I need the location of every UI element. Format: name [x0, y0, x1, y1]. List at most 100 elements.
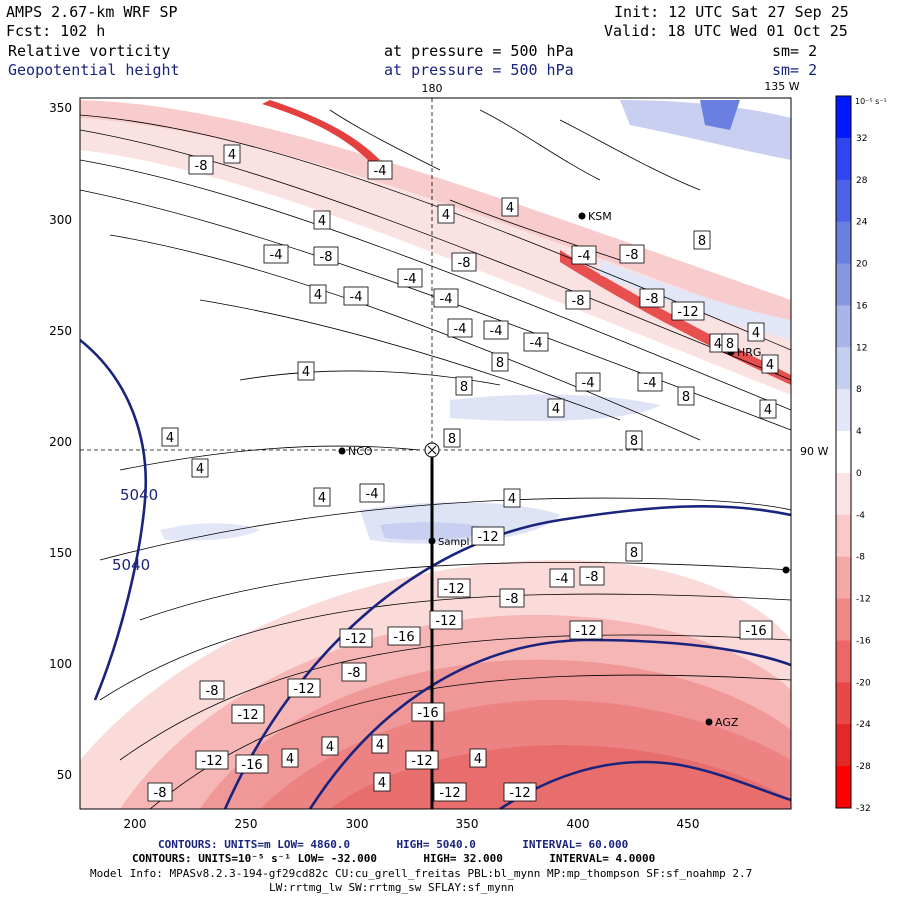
vorticity-label-text: -16	[241, 758, 262, 773]
vorticity-label-text: -12	[509, 786, 530, 801]
vorticity-label-text: -12	[477, 530, 498, 545]
station-nco-label: NCO	[348, 445, 373, 458]
vorticity-label: 8	[677, 386, 695, 406]
model-info-2: LW:rrtmg_lw SW:rrtmg_sw SFLAY:sf_mynn	[269, 881, 515, 894]
y-tick-250: 250	[49, 324, 72, 338]
field1-level: at pressure = 500 hPa	[384, 42, 574, 60]
vorticity-label: -4	[549, 568, 575, 588]
lon-label-180: 180	[422, 82, 443, 95]
vorticity-label-text: -4	[270, 248, 283, 263]
vorticity-label-text: -16	[417, 706, 438, 721]
colorbar-segment	[836, 598, 851, 641]
vorticity-label: -4	[433, 288, 459, 308]
vorticity-label: 4	[321, 736, 339, 756]
vorticity-label-text: -4	[490, 324, 503, 339]
vorticity-label-text: -12	[439, 786, 460, 801]
vorticity-label-text: -12	[345, 632, 366, 647]
y-tick-50: 50	[57, 768, 72, 782]
contours1-high: 5040.0	[436, 838, 476, 851]
vorticity-label-text: -4	[644, 376, 657, 391]
vorticity-label-text: 4	[302, 365, 310, 380]
colorbar-segment	[836, 472, 851, 516]
contours2-lead: CONTOURS: UNITS=10⁻⁵ s⁻¹ LOW=	[132, 852, 325, 865]
y-tick-350: 350	[49, 101, 72, 115]
contours1-high-label: HIGH=	[396, 838, 430, 851]
vorticity-label: 8	[491, 352, 509, 372]
model-info: Model Info: MPASv8.2.3-194-gf29cd82c CU:…	[90, 867, 753, 880]
vorticity-label: 8	[693, 230, 711, 250]
station-sampl-marker	[428, 537, 436, 545]
colorbar-label: 24	[856, 218, 868, 228]
colorbar-label: -28	[856, 762, 871, 772]
vorticity-label-text: 4	[508, 492, 516, 507]
vorticity-label: -12	[569, 620, 603, 640]
vorticity-label-text: -12	[435, 614, 456, 629]
vorticity-label-text: 4	[196, 462, 204, 477]
vorticity-label-text: 4	[714, 337, 722, 352]
vorticity-label-text: 4	[318, 491, 326, 506]
vorticity-label: -4	[523, 332, 549, 352]
vorticity-label: -8	[313, 246, 339, 266]
vorticity-label: -12	[231, 704, 265, 724]
vorticity-label: -8	[147, 782, 173, 802]
colorbar-segment	[836, 766, 851, 809]
vorticity-label-text: -8	[646, 292, 659, 307]
x-tick-200: 200	[124, 817, 147, 831]
field1-smoothing: sm= 2	[772, 42, 818, 60]
x-tick-250: 250	[235, 817, 258, 831]
vorticity-label-text: 4	[378, 776, 386, 791]
vorticity-label: -4	[575, 372, 601, 392]
vorticity-label-text: 8	[496, 356, 504, 371]
vorticity-label: 8	[625, 430, 643, 450]
station-agz-label: AGZ	[715, 716, 739, 729]
vorticity-label-text: -4	[530, 336, 543, 351]
vorticity-label-text: -8	[154, 786, 167, 801]
vorticity-label-text: 4	[376, 738, 384, 753]
vorticity-label: -8	[639, 288, 665, 308]
y-tick-150: 150	[49, 546, 72, 560]
colorbar-segment	[836, 640, 851, 683]
station-nco-marker	[338, 447, 346, 455]
vorticity-label-text: 4	[318, 214, 326, 229]
vorticity-label-text: 4	[766, 358, 774, 373]
colorbar-label: -8	[856, 553, 865, 563]
vorticity-label: 4	[371, 734, 389, 754]
y-tick-200: 200	[49, 435, 72, 449]
colorbar-label: 8	[856, 385, 862, 395]
x-tick-350: 350	[456, 817, 479, 831]
vorticity-label: -12	[503, 782, 537, 802]
vorticity-label: 4	[297, 361, 315, 381]
vorticity-label: 8	[625, 542, 643, 562]
vorticity-label: -4	[367, 160, 393, 180]
model-title: AMPS 2.67-km WRF SP	[6, 3, 178, 21]
colorbar-label: 12	[856, 343, 867, 353]
colorbar-label: -4	[856, 511, 865, 521]
vorticity-contours	[80, 109, 791, 809]
vorticity-label: 4	[309, 284, 327, 304]
vorticity-label: -8	[199, 680, 225, 700]
vorticity-label-text: -8	[506, 592, 519, 607]
colorbar-segment	[836, 347, 851, 390]
vorticity-label-text: -12	[293, 682, 314, 697]
colorbar-segment	[836, 556, 851, 600]
vorticity-label-text: 4	[228, 148, 236, 163]
colorbar-unit: 10⁻⁵ s⁻¹	[855, 97, 887, 106]
vorticity-label-text: 4	[326, 740, 334, 755]
vorticity-label-text: -12	[411, 754, 432, 769]
vorticity-label-text: -4	[366, 487, 379, 502]
vorticity-label-text: 8	[448, 432, 456, 447]
vorticity-label-text: -16	[745, 624, 766, 639]
colorbar-label: 28	[856, 176, 868, 186]
contours2-low: -32.000	[330, 852, 378, 865]
vorticity-label-text: 8	[698, 234, 706, 249]
vorticity-label: 4	[547, 398, 565, 418]
vorticity-label-text: -16	[393, 630, 414, 645]
vorticity-label-text: 8	[460, 380, 468, 395]
contours2-interval: 4.0000	[615, 852, 656, 865]
contours1-interval-label: INTERVAL=	[522, 838, 582, 851]
vorticity-label: -16	[387, 626, 421, 646]
vorticity-label: 4	[281, 748, 299, 768]
vorticity-label-text: 4	[286, 752, 294, 767]
valid-time: Valid: 18 UTC Wed 01 Oct 25	[604, 22, 848, 40]
